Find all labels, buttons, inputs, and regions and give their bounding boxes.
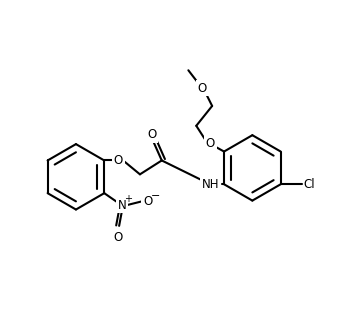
Text: N: N <box>118 198 126 212</box>
Text: O: O <box>198 82 207 95</box>
Text: O: O <box>114 154 123 167</box>
Text: O: O <box>206 137 215 150</box>
Text: −: − <box>151 191 160 201</box>
Text: O: O <box>114 231 123 244</box>
Text: O: O <box>147 128 156 141</box>
Text: NH: NH <box>201 178 219 191</box>
Text: O: O <box>143 195 152 208</box>
Text: +: + <box>124 194 132 204</box>
Text: Cl: Cl <box>303 178 315 191</box>
